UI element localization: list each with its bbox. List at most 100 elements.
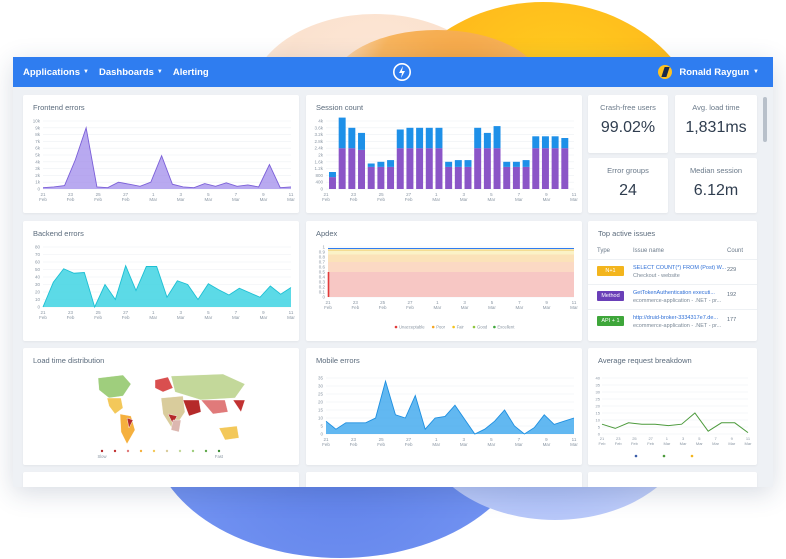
map-region bbox=[97, 374, 132, 399]
x-tick-label: 23 bbox=[353, 300, 359, 305]
nav-alerting-label: Alerting bbox=[172, 66, 209, 78]
x-tick-label: 7 bbox=[714, 436, 717, 441]
issue-name-link[interactable]: http://druid-broker-3334317e7.de... bbox=[633, 315, 719, 321]
average-request-chart: 403530252015105021Feb23Feb25Feb27Feb1Mar… bbox=[596, 376, 752, 458]
x-tick-label: Mar bbox=[287, 315, 295, 320]
nav-applications[interactable]: Applications ▼ bbox=[23, 67, 89, 78]
y-tick-label: 35 bbox=[318, 376, 324, 381]
x-tick-label: Feb bbox=[647, 441, 655, 446]
y-tick-label: 0 bbox=[598, 432, 601, 437]
x-tick-label: 5 bbox=[491, 300, 494, 305]
x-tick-label: Mar bbox=[461, 305, 469, 310]
y-tick-label: 800 bbox=[315, 173, 323, 178]
x-tick-label: 21 bbox=[600, 436, 605, 441]
bar-segment bbox=[329, 177, 336, 189]
x-tick-label: Feb bbox=[350, 197, 358, 202]
series-area bbox=[326, 381, 574, 434]
series-area bbox=[43, 265, 291, 307]
card-load-time-distribution[interactable]: Load time distribution Slow Fast bbox=[23, 348, 299, 465]
legend-dot bbox=[493, 325, 496, 329]
legend-dot bbox=[152, 449, 156, 453]
y-tick-label: 10 bbox=[318, 416, 324, 421]
user-menu[interactable]: Ronald Raygun ▼ bbox=[658, 57, 759, 87]
card-session-count[interactable]: Session count 4k 3.6k 3.2k 2.8k 2.4k 2k 1.6k 1.… bbox=[306, 95, 582, 213]
legend-label: Poor bbox=[436, 325, 445, 330]
card-backend-errors[interactable]: Backend errors 80 70 60 50 40 30 20 10 0 21 Feb 23 F… bbox=[23, 221, 299, 341]
stat-label: Error groups bbox=[607, 166, 649, 175]
bar-segment bbox=[338, 148, 346, 189]
bar-segment bbox=[396, 148, 404, 189]
stat-value: 1,831ms bbox=[685, 119, 747, 136]
x-tick-label: 5 bbox=[698, 436, 701, 441]
card-avg-load-time[interactable]: Avg. load time 1,831ms bbox=[675, 95, 757, 153]
x-tick-label: Feb bbox=[322, 442, 330, 447]
card-top-active-issues[interactable]: Top active issues Type Issue name Count … bbox=[588, 221, 757, 341]
stat-value: 6.12m bbox=[693, 182, 739, 199]
map-region bbox=[126, 417, 134, 429]
card-apdex[interactable]: Apdex 1 0.9 0.8 0.7 0.6 0.5 0.4 0.3 0.2 0.1 0 21 Feb… bbox=[306, 221, 582, 341]
backend-errors-chart: 8070605040302010021Feb23Feb25Feb27Feb1Ma… bbox=[35, 245, 295, 321]
band-fair bbox=[328, 254, 574, 262]
y-tick-label: 50 bbox=[35, 267, 41, 272]
card-median-session[interactable]: Median session 6.12m bbox=[675, 158, 757, 213]
card-title: Top active issues bbox=[598, 229, 656, 238]
legend-dot bbox=[634, 454, 638, 458]
world-map: Slow Fast bbox=[97, 373, 246, 459]
map-region bbox=[200, 399, 229, 415]
x-tick-label: 11 bbox=[746, 436, 751, 441]
issue-name-link[interactable]: SELECT COUNT(*) FROM (Post) W... bbox=[633, 265, 727, 271]
y-tick-label: 2.4k bbox=[314, 146, 323, 151]
y-tick-label: 6k bbox=[35, 146, 41, 151]
scrollbar[interactable] bbox=[763, 97, 767, 142]
x-tick-label: 1 bbox=[435, 437, 438, 442]
bar-segment bbox=[561, 138, 569, 149]
session-count-chart: 4k3.6k3.2k2.8k2.4k2k1.6k1.2k800400021Feb… bbox=[314, 117, 578, 202]
legend-dot bbox=[165, 449, 169, 453]
y-tick-label: 4k bbox=[35, 159, 41, 164]
y-tick-label: 3.2k bbox=[314, 132, 323, 137]
issue-type-badge: API + 1 bbox=[597, 316, 624, 326]
nav-dashboards[interactable]: Dashboards ▼ bbox=[99, 67, 163, 78]
card-average-request-breakdown[interactable]: Average request breakdown 40 35 30 25 20 15 10… bbox=[588, 348, 757, 465]
x-tick-label: Mar bbox=[204, 197, 212, 202]
y-tick-label: 20 bbox=[35, 290, 41, 295]
issue-name-link[interactable]: GetTokenAuthentication executi... bbox=[633, 290, 715, 296]
raygun-logo-icon[interactable] bbox=[392, 62, 412, 82]
x-tick-label: 7 bbox=[518, 300, 521, 305]
column-header-count: Count bbox=[727, 248, 744, 254]
x-tick-label: 3 bbox=[180, 192, 183, 197]
card-crash-free-users[interactable]: Crash-free users 99.02% bbox=[588, 95, 668, 153]
x-tick-label: Mar bbox=[460, 197, 468, 202]
x-tick-label: Feb bbox=[39, 197, 47, 202]
nav-alerting[interactable]: Alerting bbox=[173, 67, 209, 78]
x-tick-label: 5 bbox=[490, 437, 493, 442]
y-tick-label: 60 bbox=[35, 260, 41, 265]
issue-row[interactable]: Method GetTokenAuthentication executi...… bbox=[588, 284, 757, 310]
card-title: Session count bbox=[316, 103, 364, 112]
map-region bbox=[218, 425, 240, 441]
legend-label: Fair bbox=[457, 325, 465, 330]
issue-type-badge: N+1 bbox=[597, 266, 624, 276]
bar-segment bbox=[425, 127, 433, 149]
card-title: Mobile errors bbox=[316, 356, 360, 365]
x-tick-label: 1 bbox=[666, 436, 669, 441]
bar-segment bbox=[358, 132, 366, 150]
legend-dot bbox=[472, 325, 476, 329]
x-tick-label: 21 bbox=[40, 192, 46, 197]
nav-dashboards-label: Dashboards bbox=[98, 66, 154, 78]
stat-label: Crash-free users bbox=[600, 103, 656, 112]
x-tick-label: Mar bbox=[204, 315, 212, 320]
issue-row[interactable]: API + 1 http://druid-broker-3334317e7.de… bbox=[588, 309, 757, 335]
dashboard-window: Applications ▼ Dashboards ▼ Alerting Ron… bbox=[13, 57, 773, 487]
x-tick-label: 21 bbox=[325, 300, 331, 305]
bar-segment bbox=[406, 148, 414, 189]
y-tick-label: 1 bbox=[322, 245, 325, 250]
x-tick-label: Mar bbox=[515, 197, 523, 202]
card-error-groups[interactable]: Error groups 24 bbox=[588, 158, 668, 213]
card-frontend-errors[interactable]: Frontend errors 10k 9k 8k 7k 6k 5k 4k 3k 2k 1k 0 21… bbox=[23, 95, 299, 213]
card-mobile-errors[interactable]: Mobile errors 35 30 25 20 15 10 5 0 21 Feb 23 Feb 25… bbox=[306, 348, 582, 465]
legend-dot bbox=[191, 449, 195, 453]
bar-segment bbox=[377, 166, 385, 189]
x-tick-label: Mar bbox=[177, 197, 185, 202]
issue-row[interactable]: N+1 SELECT COUNT(*) FROM (Post) W... Che… bbox=[588, 259, 757, 285]
